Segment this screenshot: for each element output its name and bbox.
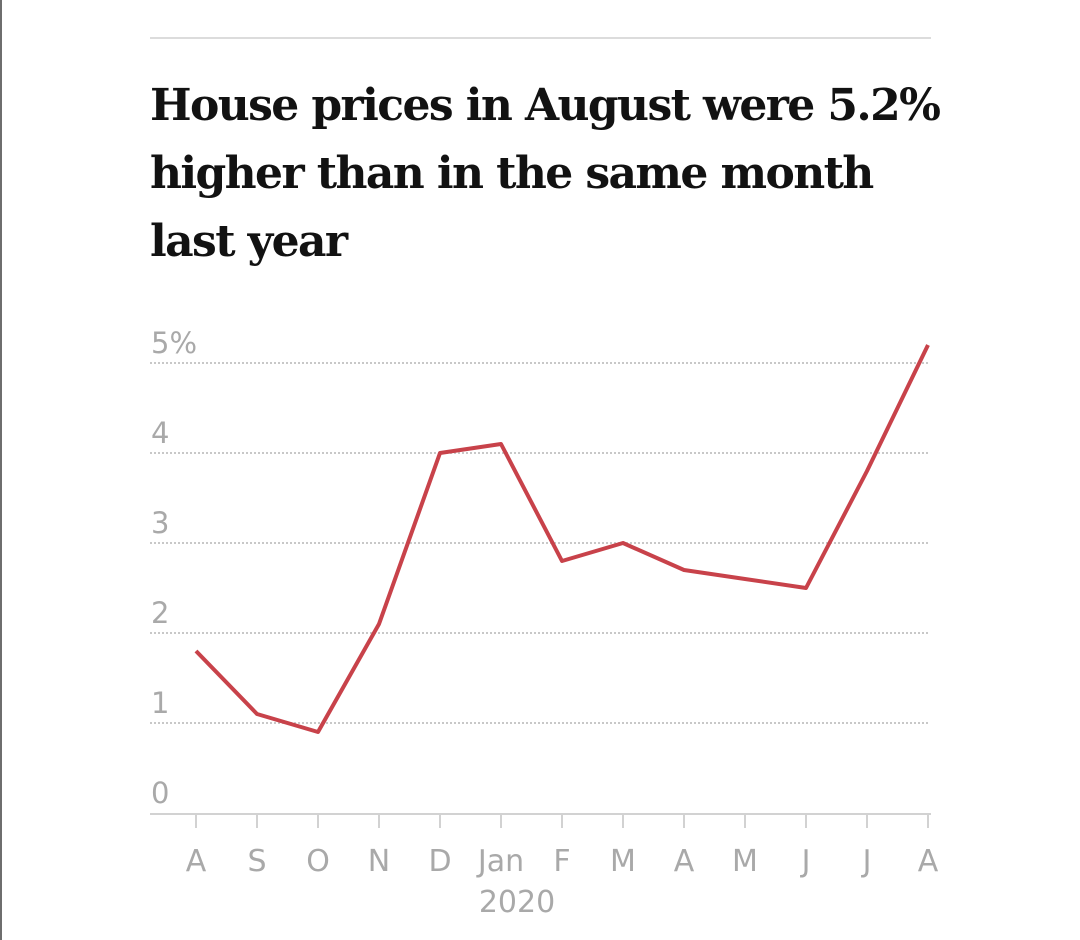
- x-tick-label: D: [428, 844, 451, 879]
- data-point: [804, 586, 808, 590]
- top-rule: [150, 37, 931, 39]
- data-point: [682, 568, 686, 572]
- x-tick-label: F: [553, 844, 570, 879]
- data-point: [926, 343, 930, 347]
- data-point: [499, 442, 503, 446]
- data-point: [377, 622, 381, 626]
- data-point: [621, 541, 625, 545]
- data-point: [255, 712, 259, 716]
- x-tick-label: N: [368, 844, 390, 879]
- x-tick-label: S: [247, 844, 266, 879]
- y-tick-label: 1: [151, 686, 169, 720]
- x-tick-label: A: [674, 844, 695, 879]
- x-tick-label: J: [861, 844, 872, 879]
- y-tick-label: 2: [151, 596, 169, 630]
- y-tick-label: 4: [151, 416, 169, 450]
- series-line: [194, 344, 930, 734]
- data-point: [194, 649, 198, 653]
- x-year-label: 2020: [479, 885, 555, 920]
- y-tick-label: 5%: [151, 326, 197, 360]
- x-tick-label: O: [306, 844, 330, 879]
- chart-title: House prices in August were 5.2% higher …: [150, 80, 941, 267]
- x-tick-label: Jan: [476, 844, 524, 879]
- x-tick-label: A: [918, 844, 939, 879]
- y-tick-label: 3: [151, 506, 169, 540]
- x-tick-label: J: [800, 844, 811, 879]
- window-edge: [0, 0, 2, 940]
- gridlines: [150, 362, 930, 724]
- x-tick-label: M: [610, 844, 636, 879]
- data-point: [743, 577, 747, 581]
- data-point: [316, 730, 320, 734]
- x-tick-label: M: [732, 844, 758, 879]
- y-tick-labels: 0 1 2 3 4 5%: [151, 326, 197, 810]
- x-tick-label: A: [186, 844, 207, 879]
- x-axis: [150, 813, 931, 828]
- data-point: [560, 559, 564, 563]
- x-tick-labels: A S O N D Jan F M A M J J A 2020: [186, 844, 939, 920]
- y-tick-label: 0: [151, 776, 169, 810]
- series-lines: [194, 343, 930, 734]
- data-point: [438, 451, 442, 455]
- data-point: [865, 469, 869, 473]
